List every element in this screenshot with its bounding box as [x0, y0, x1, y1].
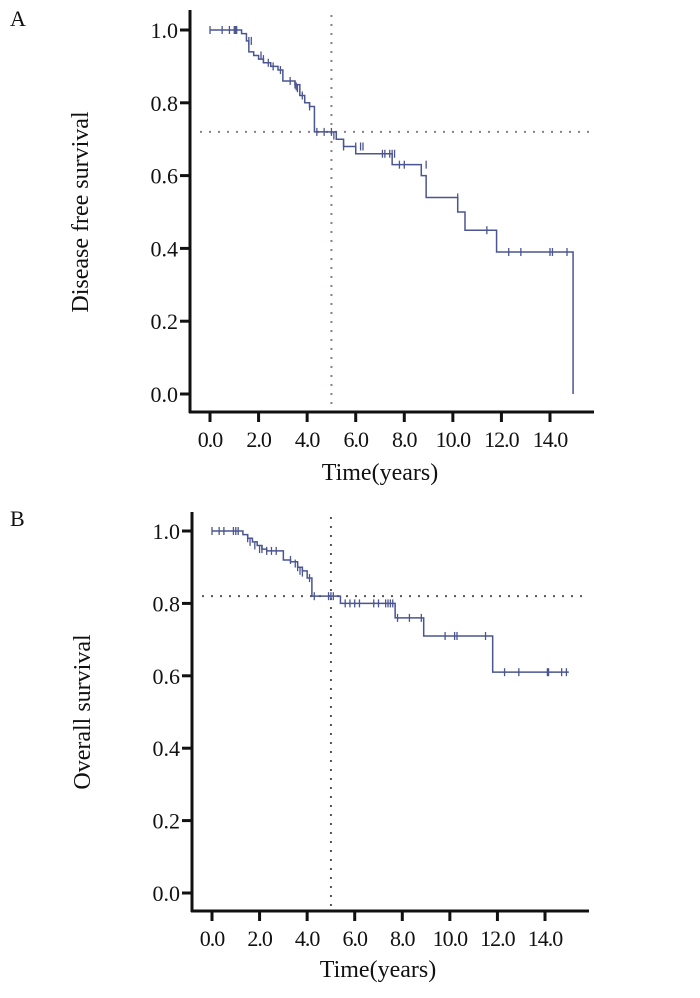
- x-tick-label: 2.0: [247, 926, 273, 951]
- x-tick-label: 6.0: [342, 926, 368, 951]
- y-tick-label: 0.6: [151, 164, 179, 189]
- x-axis-title: Time(years): [320, 957, 436, 983]
- y-tick-label: 0.8: [151, 91, 179, 116]
- x-tick-label: 12.0: [480, 926, 516, 951]
- panel-label: A: [10, 6, 26, 31]
- y-axis-title: Overall survival: [70, 634, 96, 790]
- y-tick-label: 0.2: [153, 809, 181, 834]
- y-tick-label: 0.0: [153, 881, 181, 906]
- x-tick-label: 14.0: [533, 427, 569, 452]
- y-tick-label: 0.4: [151, 236, 179, 261]
- x-tick-label: 10.0: [433, 926, 469, 951]
- x-tick-label: 0.0: [198, 427, 224, 452]
- x-tick-label: 12.0: [484, 427, 520, 452]
- x-tick-label: 4.0: [295, 427, 321, 452]
- x-tick-label: 14.0: [528, 926, 564, 951]
- y-tick-label: 0.6: [153, 664, 181, 689]
- panel-b-overall-survival: B Overall survival Time(years) 0.0 0.2 0.4…: [10, 506, 589, 983]
- y-tick-label: 1.0: [153, 519, 181, 544]
- y-tick-label: 0.0: [151, 382, 179, 407]
- x-tick-label: 2.0: [246, 427, 272, 452]
- y-tick-label: 0.8: [153, 591, 181, 616]
- x-tick-label: 8.0: [390, 926, 416, 951]
- panel-a-disease-free-survival: A Disease free survival Time(years) 0.0 0…: [10, 6, 596, 486]
- survival-curve: [210, 29, 574, 394]
- x-tick-label: 8.0: [392, 427, 418, 452]
- x-tick-label: 0.0: [200, 926, 226, 951]
- panel-label: B: [10, 506, 25, 531]
- y-tick-label: 0.4: [153, 736, 181, 761]
- y-tick-label: 1.0: [151, 18, 179, 43]
- x-tick-label: 4.0: [295, 926, 321, 951]
- x-axis-title: Time(years): [322, 460, 438, 486]
- x-tick-label: 10.0: [436, 427, 472, 452]
- x-tick-label: 6.0: [343, 427, 369, 452]
- y-axis-title: Disease free survival: [68, 111, 94, 313]
- y-tick-label: 0.2: [151, 309, 179, 334]
